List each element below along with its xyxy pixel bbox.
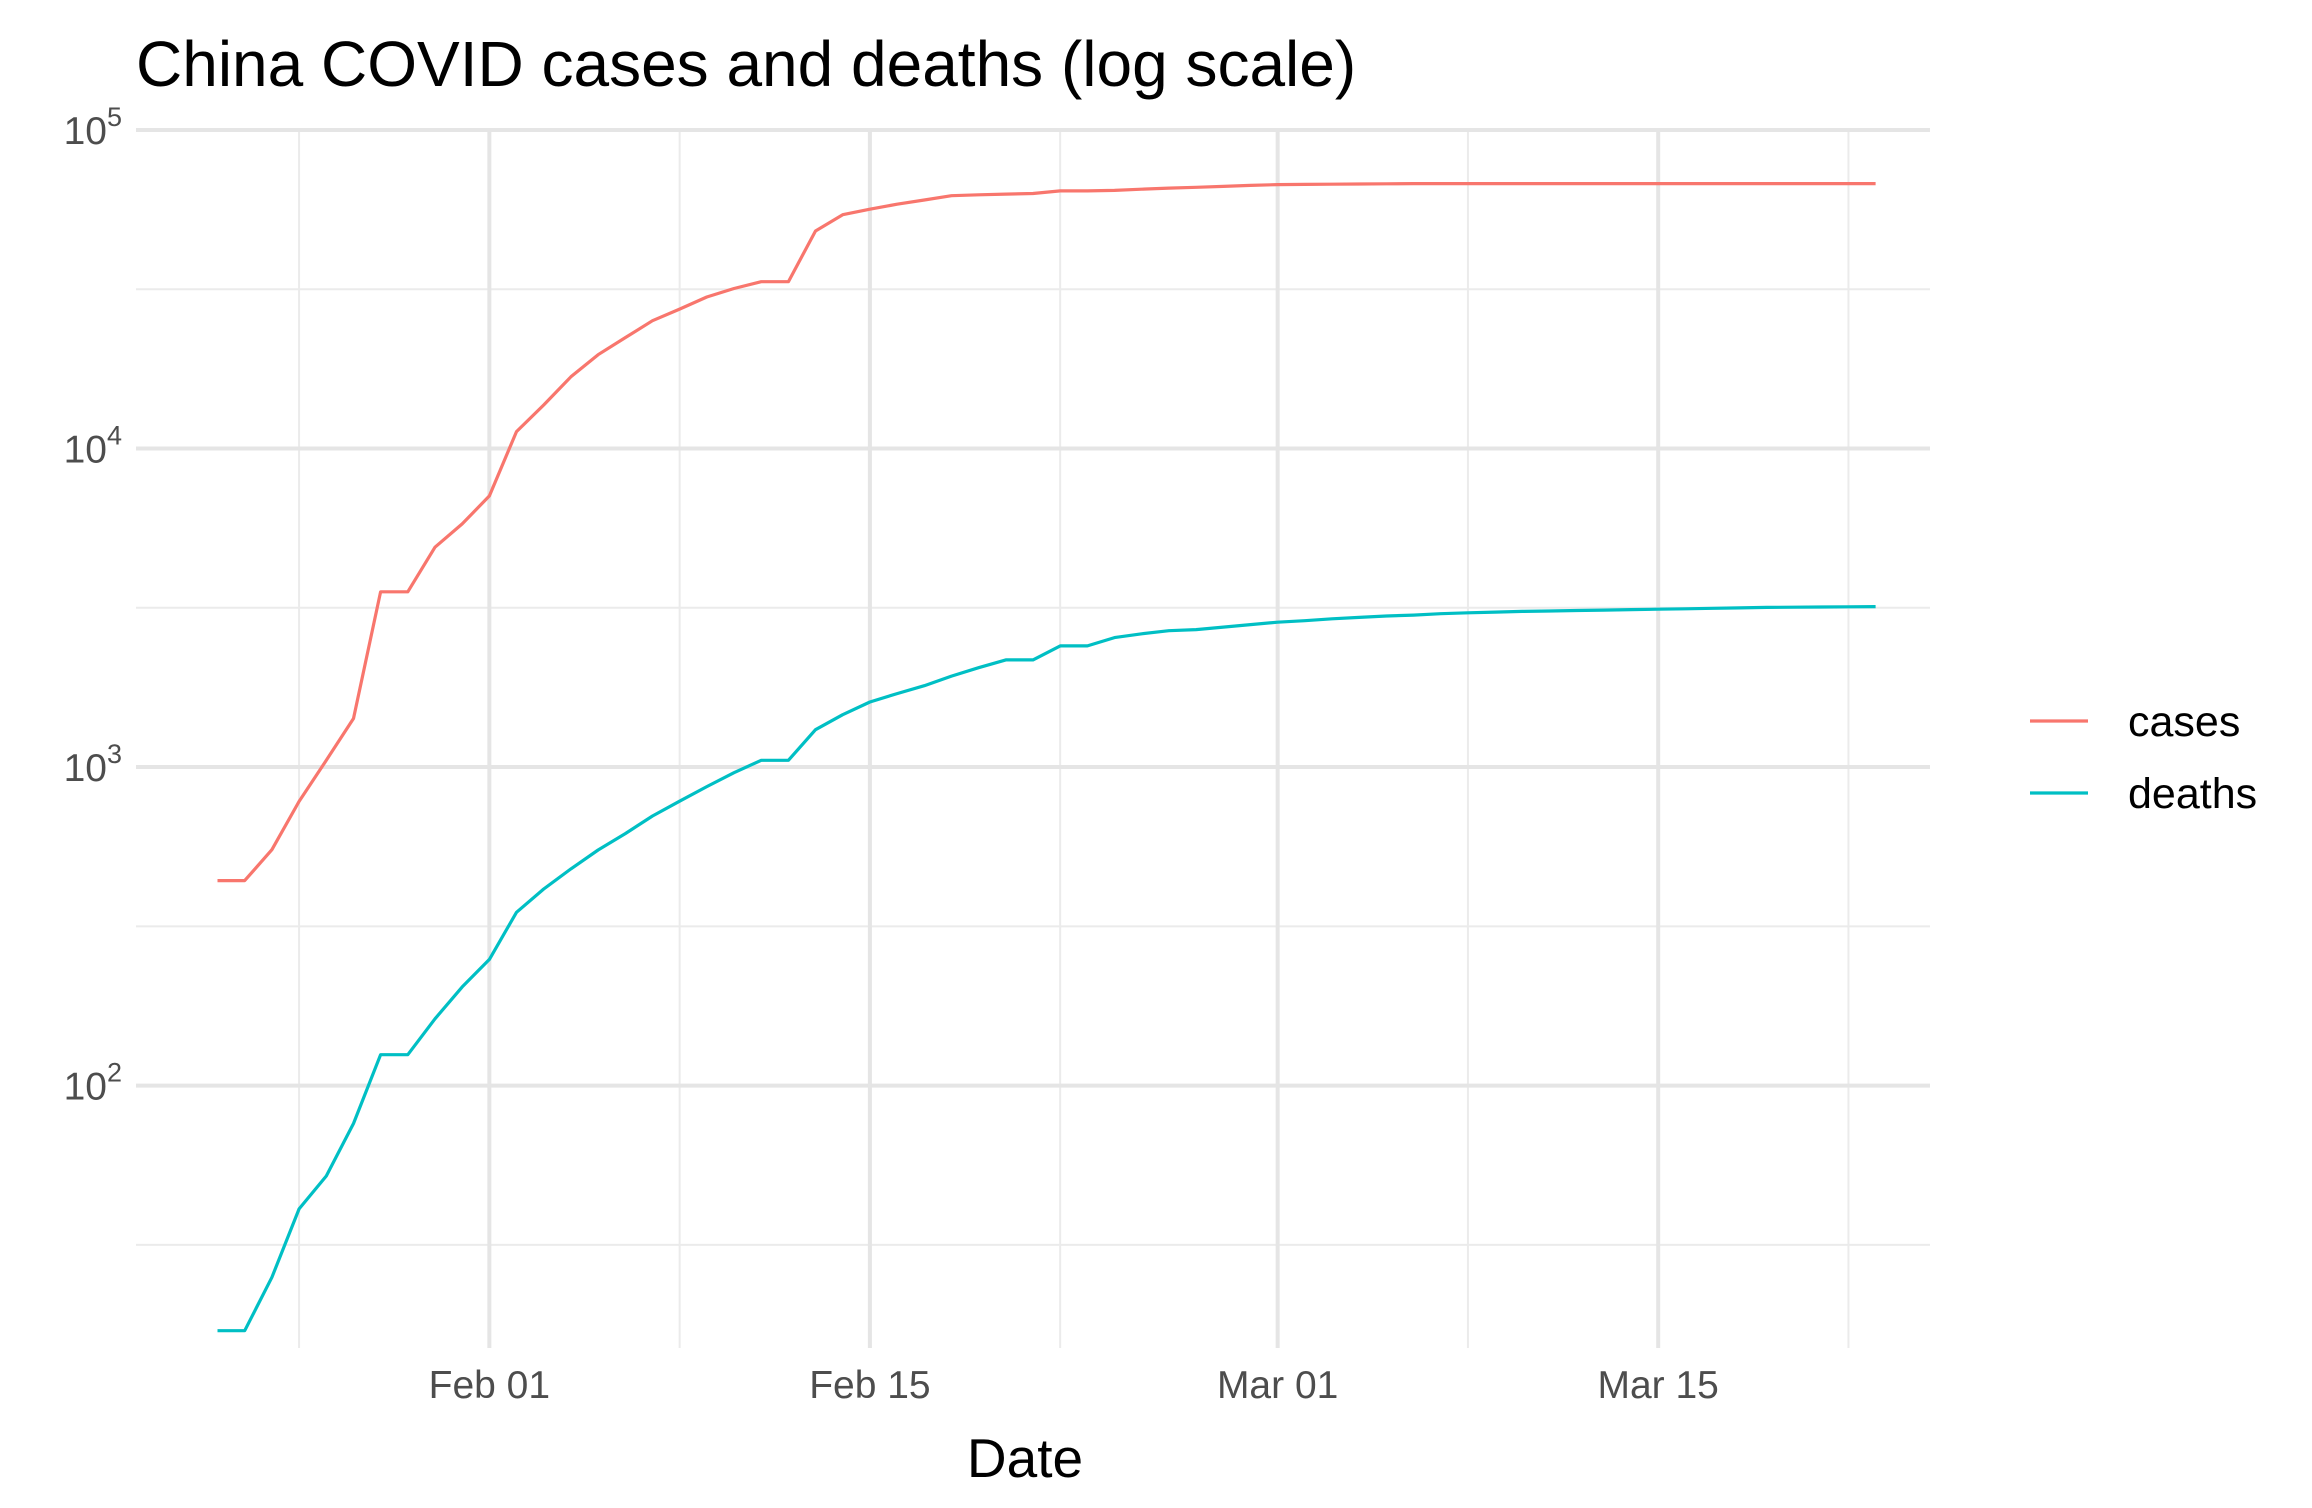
y-tick-label: 105	[64, 102, 122, 153]
major-gridlines	[136, 128, 1930, 1348]
x-axis-title: Date	[967, 1427, 1083, 1489]
series-lines	[217, 182, 1876, 1333]
y-tick-label: 102	[64, 1058, 122, 1109]
x-axis-ticks: Feb 01 Feb 15 Mar 01 Mar 15	[429, 1364, 1719, 1407]
y-tick-label: 104	[64, 421, 122, 472]
x-tick-label: Mar 15	[1597, 1364, 1718, 1407]
x-tick-label: Mar 01	[1217, 1364, 1338, 1407]
x-tick-label: Feb 15	[809, 1364, 930, 1407]
legend-label-cases: cases	[2128, 698, 2240, 746]
series-line-cases	[217, 182, 1876, 883]
minor-gridlines	[136, 130, 1930, 1348]
y-axis-ticks: 102 103 104 105	[64, 102, 122, 1109]
chart-title: China COVID cases and deaths (log scale)	[136, 28, 1356, 100]
x-tick-label: Feb 01	[429, 1364, 550, 1407]
y-tick-label: 103	[64, 739, 122, 790]
legend: cases deaths	[2030, 698, 2257, 818]
series-line-deaths	[217, 605, 1876, 1333]
legend-label-deaths: deaths	[2128, 770, 2257, 818]
